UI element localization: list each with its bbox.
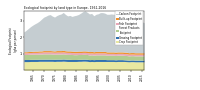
Legend: Carbon Footprint, Built-up Footprint, Fish Footprint, Forest Products
Footprint,: Carbon Footprint, Built-up Footprint, Fi…: [115, 11, 143, 45]
Y-axis label: Ecological Footprint
(gha per person): Ecological Footprint (gha per person): [9, 27, 18, 54]
Text: Ecological footprint by land type in Europe, 1961-2016: Ecological footprint by land type in Eur…: [24, 6, 106, 10]
